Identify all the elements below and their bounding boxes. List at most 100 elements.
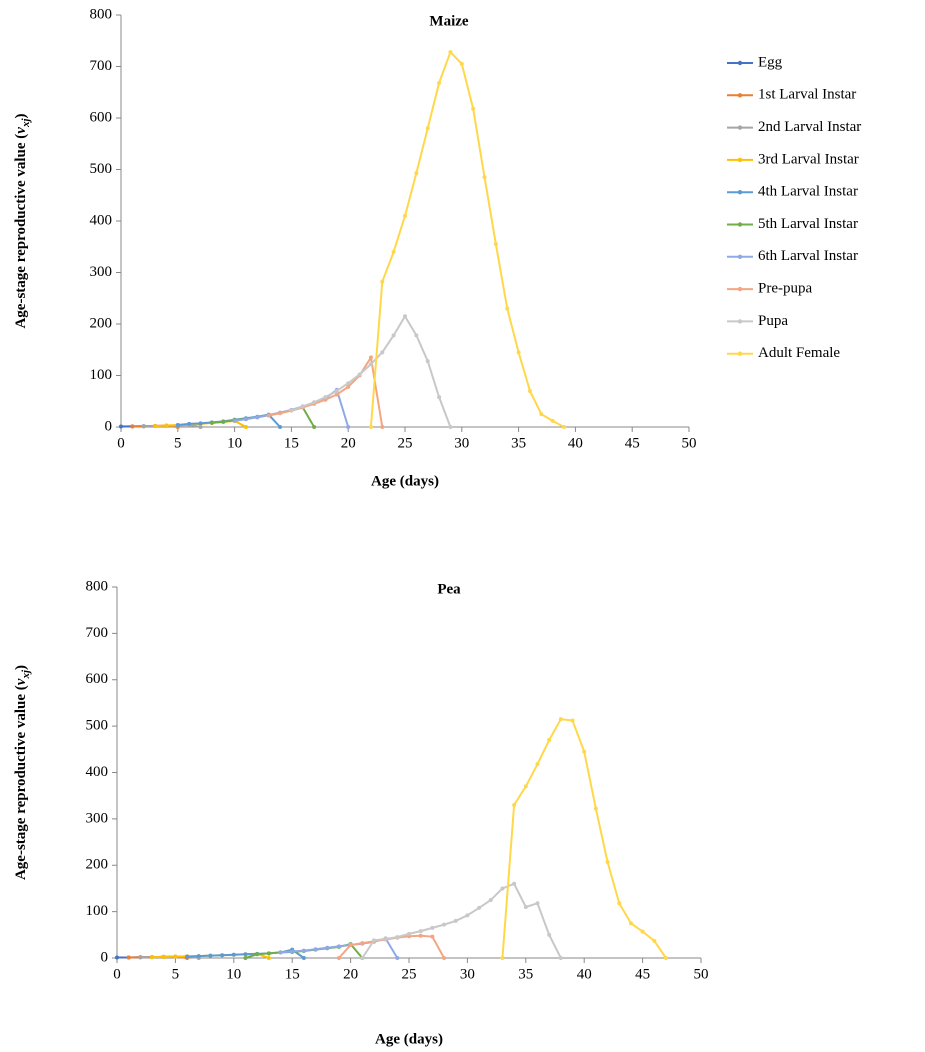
data-point <box>334 388 339 393</box>
x-tick-label: 25 <box>402 966 417 982</box>
data-point <box>221 419 226 424</box>
series-line <box>369 50 565 428</box>
y-tick-label: 800 <box>86 578 109 594</box>
x-tick-label: 15 <box>284 435 299 451</box>
y-tick-label: 200 <box>86 857 109 873</box>
data-point <box>187 421 192 426</box>
data-point <box>323 395 328 400</box>
x-tick-label: 5 <box>174 435 182 451</box>
data-point <box>336 944 341 949</box>
data-point <box>161 954 166 959</box>
legend-marker <box>737 157 743 163</box>
data-point <box>442 956 447 960</box>
legend-label: Adult Female <box>758 345 840 361</box>
x-tick-label: 45 <box>635 966 650 982</box>
x-tick-label: 25 <box>398 435 413 451</box>
series-line <box>268 354 384 428</box>
data-point <box>208 953 213 958</box>
data-point <box>547 932 552 937</box>
data-point <box>652 938 657 943</box>
data-point <box>360 956 365 960</box>
data-point <box>380 350 385 355</box>
data-point <box>391 333 396 338</box>
data-point <box>141 424 146 429</box>
legend-marker <box>737 254 743 259</box>
data-point <box>535 762 540 767</box>
data-point <box>368 362 373 367</box>
data-point <box>437 80 442 85</box>
data-point <box>663 956 668 960</box>
legend-label: 1st Larval Instar <box>758 87 856 103</box>
data-point <box>278 411 283 416</box>
x-tick-label: 0 <box>113 966 121 982</box>
x-tick-label: 0 <box>117 435 125 451</box>
data-point <box>232 418 237 423</box>
data-point <box>300 404 305 409</box>
y-tick-label: 500 <box>90 161 113 177</box>
data-point <box>301 948 306 953</box>
data-point <box>628 921 633 926</box>
data-point <box>395 935 400 940</box>
y-label-var: v <box>13 678 29 685</box>
y-axis-label: Age-stage reproductive value (vxj) <box>13 113 31 328</box>
legend-label: 6th Larval Instar <box>758 248 858 264</box>
series-line <box>501 718 667 959</box>
data-point <box>313 947 318 952</box>
data-point <box>582 749 587 754</box>
x-tick-label: 15 <box>285 966 300 982</box>
x-tick-label: 40 <box>568 435 583 451</box>
x-tick-label: 20 <box>341 435 356 451</box>
data-point <box>516 350 521 355</box>
data-point <box>383 936 388 941</box>
data-point <box>290 949 295 954</box>
data-point <box>346 425 351 429</box>
data-point <box>418 933 423 938</box>
data-point <box>346 381 351 386</box>
data-point <box>437 395 442 400</box>
series-line <box>361 882 562 959</box>
data-point <box>482 175 487 180</box>
data-point <box>138 955 143 960</box>
legend-label: Pupa <box>758 313 788 329</box>
y-tick-label: 300 <box>90 264 113 280</box>
x-tick-label: 30 <box>454 435 469 451</box>
y-label-var: v <box>13 127 29 134</box>
data-point <box>459 61 464 66</box>
y-label-close: ) <box>13 113 29 118</box>
data-point <box>448 50 453 55</box>
x-tick-label: 40 <box>577 966 592 982</box>
data-point <box>371 938 376 943</box>
data-point <box>453 918 458 923</box>
data-point <box>164 423 169 428</box>
data-point <box>255 952 260 957</box>
data-point <box>243 952 248 957</box>
data-point <box>562 425 567 429</box>
data-point <box>547 738 552 743</box>
data-point <box>640 929 645 934</box>
data-point <box>391 249 396 254</box>
data-point <box>558 717 563 722</box>
legend-label: 3rd Larval Instar <box>758 151 859 167</box>
x-tick-label: 50 <box>682 435 697 451</box>
y-label-text: Age-stage reproductive value ( <box>13 685 29 880</box>
data-point <box>334 392 339 397</box>
data-point <box>243 417 248 422</box>
y-label-sub: xj <box>20 669 32 680</box>
data-point <box>523 784 528 789</box>
legend-label: 2nd Larval Instar <box>758 119 861 135</box>
legend-marker <box>737 190 743 195</box>
x-tick-label: 45 <box>625 435 640 451</box>
data-point <box>336 956 341 960</box>
legend-label: 4th Larval Instar <box>758 184 858 200</box>
series-line <box>211 406 315 428</box>
data-point <box>255 415 260 420</box>
data-point <box>301 956 306 960</box>
data-point <box>430 925 435 930</box>
data-point <box>266 413 271 418</box>
data-point <box>368 355 373 360</box>
data-point <box>539 412 544 417</box>
data-point <box>243 425 248 429</box>
data-point <box>477 905 482 910</box>
data-point <box>505 306 510 311</box>
